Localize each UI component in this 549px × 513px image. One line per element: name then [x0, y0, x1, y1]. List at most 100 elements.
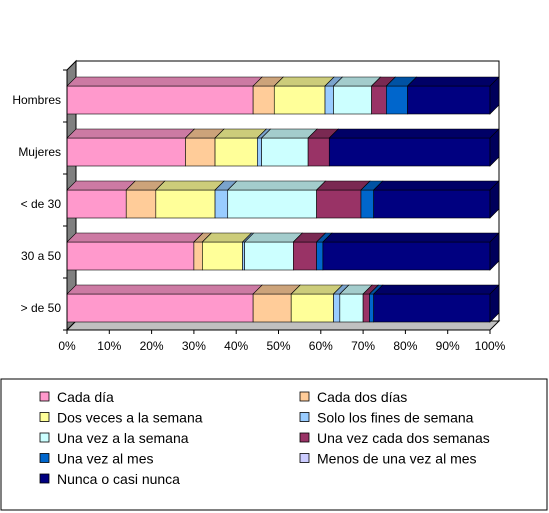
legend-item: Dos veces a la semana: [39, 410, 203, 426]
bar-segment: [227, 189, 317, 219]
bar-segment: [242, 241, 245, 271]
bar-segment: [362, 293, 370, 323]
axes-group: Hombres Mujeres < de 30 30 a 50 > de 50 0% 10%…: [12, 69, 506, 353]
legend-label: Una vez cada dos semanas: [317, 430, 490, 446]
bar-segment: [257, 137, 262, 167]
x-tick-label: 50%: [266, 339, 290, 353]
bar-segment: [290, 293, 334, 323]
bar-segment: [66, 137, 186, 167]
bar-segment: [185, 137, 216, 167]
bar-segment: [333, 85, 372, 115]
bar-segment: [261, 137, 309, 167]
legend-item: Cada día: [39, 389, 114, 405]
bar-segment-top: [273, 76, 335, 87]
y-tick-label: 30 a 50: [21, 249, 61, 263]
bar-segment: [155, 189, 216, 219]
legend-label: Dos veces a la semana: [57, 410, 203, 426]
bar-segment: [316, 189, 362, 219]
bar-segment: [322, 241, 491, 271]
y-tick-label: > de 50: [21, 301, 62, 315]
bar-segment: [244, 241, 294, 271]
legend-swatch: [299, 391, 310, 402]
bar-segment: [328, 137, 491, 167]
bar-end-side: [489, 128, 500, 167]
bar-group-0: [66, 76, 500, 115]
floor: [65, 320, 501, 331]
x-tick-label: 40%: [224, 339, 248, 353]
bar-segment-top: [66, 76, 263, 87]
bar-group-1: [66, 128, 500, 167]
bar-segment: [214, 189, 229, 219]
legend-swatch: [299, 432, 310, 443]
bar-segment: [66, 85, 254, 115]
bar-segment-top: [406, 76, 500, 87]
bar-segment: [316, 241, 324, 271]
bar-segment: [324, 85, 334, 115]
legend-label: Menos de una vez al mes: [317, 451, 477, 467]
x-tick-label: 10%: [97, 339, 121, 353]
y-tick-label: Hombres: [12, 93, 61, 107]
bar-segment-top: [66, 128, 196, 139]
bars-group: [66, 76, 500, 323]
bar-group-2: [66, 180, 500, 219]
legend: Cada día Cada dos días Dos veces a la sema…: [0, 378, 548, 511]
legend-label: Cada dos días: [317, 389, 407, 405]
x-tick-label: 60%: [309, 339, 333, 353]
x-tick-label: 30%: [182, 339, 206, 353]
bar-end-side: [489, 284, 500, 323]
bar-end-side: [489, 232, 500, 271]
bar-segment: [386, 85, 408, 115]
bar-segment: [125, 189, 157, 219]
bar-group-3: [66, 232, 500, 271]
bar-segment: [293, 241, 317, 271]
bar-segment: [333, 293, 341, 323]
bar-segment-top: [322, 232, 500, 243]
legend-label: Una vez al mes: [57, 451, 153, 467]
legend-item: Una vez cada dos semanas: [299, 430, 490, 446]
bar-segment-top: [260, 128, 318, 139]
bar-segment: [373, 293, 491, 323]
bar-segment: [369, 293, 374, 323]
bar-end-side: [489, 180, 500, 219]
legend-item: Menos de una vez al mes: [299, 451, 477, 467]
legend-swatch: [39, 432, 50, 443]
bar-segment: [214, 137, 258, 167]
legend-item: Cada dos días: [299, 389, 407, 405]
y-tick-label: Mujeres: [18, 145, 61, 159]
bar-segment: [407, 85, 491, 115]
bar-segment: [66, 293, 254, 323]
bar-segment: [339, 293, 364, 323]
legend-swatch: [39, 453, 50, 463]
bar-segment: [252, 293, 292, 323]
legend-swatch: [299, 412, 310, 422]
legend-item: Una vez al mes: [39, 451, 153, 467]
bar-segment-top: [227, 180, 327, 191]
bar-segment-top: [243, 232, 304, 243]
y-tick-label: < de 30: [21, 197, 62, 211]
bar-group-4: [66, 284, 500, 323]
legend-item: Solo los fines de semana: [299, 410, 474, 426]
legend-label: Cada día: [57, 389, 114, 405]
legend-swatch: [39, 391, 50, 402]
bar-segment-top: [328, 128, 500, 139]
bar-segment-top: [66, 180, 136, 191]
legend-label: Una vez a la semana: [57, 430, 189, 446]
x-tick-label: 100%: [475, 339, 506, 353]
bar-segment: [193, 241, 203, 271]
legend-label: Nunca o casi nunca: [57, 471, 180, 487]
x-tick-label: 70%: [351, 339, 375, 353]
bar-segment-top: [66, 232, 204, 243]
bar-segment-top: [372, 180, 500, 191]
legend-label: Solo los fines de semana: [317, 410, 474, 426]
bar-segment: [252, 85, 275, 115]
bar-segment: [66, 189, 127, 219]
bar-end-side: [489, 76, 500, 115]
x-tick-label: 0%: [58, 339, 76, 353]
bar-segment-top: [155, 180, 225, 191]
bar-segment-top: [66, 284, 263, 295]
x-tick-label: 90%: [436, 339, 460, 353]
x-tick-label: 80%: [393, 339, 417, 353]
x-tick-label: 20%: [140, 339, 164, 353]
legend-swatch: [39, 412, 50, 422]
